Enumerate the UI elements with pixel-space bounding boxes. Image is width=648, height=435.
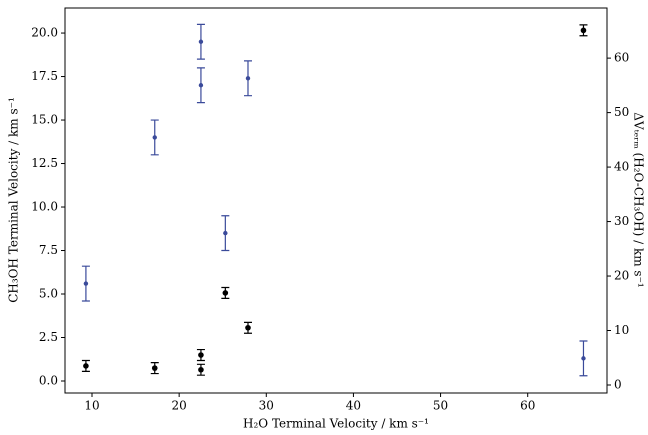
x-tick-label: 40 bbox=[346, 399, 361, 413]
y2-tick-label: 20 bbox=[614, 269, 629, 283]
data-point bbox=[198, 352, 204, 358]
x-tick-label: 30 bbox=[259, 399, 274, 413]
data-point bbox=[198, 366, 204, 373]
data-point bbox=[151, 365, 158, 371]
x-tick-label: 10 bbox=[84, 399, 99, 413]
data-point bbox=[222, 290, 229, 296]
data-point bbox=[245, 76, 251, 81]
data-point bbox=[152, 135, 157, 140]
x-tick-label: 20 bbox=[172, 399, 187, 413]
y-axis-label: CH₃OH Terminal Velocity / km s⁻¹ bbox=[7, 97, 21, 303]
y-tick-label: 17.5 bbox=[31, 69, 58, 83]
y-tick-label: 2.5 bbox=[39, 330, 58, 344]
x-axis-label: H₂O Terminal Velocity / km s⁻¹ bbox=[243, 417, 429, 431]
y-tick-label: 15.0 bbox=[31, 113, 58, 127]
data-point bbox=[198, 83, 204, 88]
plot-frame bbox=[64, 7, 608, 394]
y-tick-label: 10.0 bbox=[31, 200, 58, 214]
y2-tick-label: 0 bbox=[614, 377, 622, 391]
x-tick-label: 50 bbox=[433, 399, 448, 413]
data-point bbox=[223, 230, 228, 236]
y2-tick-label: 50 bbox=[614, 105, 629, 119]
y-tick-label: 20.0 bbox=[31, 26, 58, 40]
y-tick-label: 7.5 bbox=[39, 243, 58, 257]
y2-tick-label: 60 bbox=[614, 51, 629, 65]
y2-tick-label: 30 bbox=[614, 214, 629, 228]
data-point bbox=[83, 281, 89, 286]
data-point bbox=[83, 363, 89, 369]
y2-tick-label: 40 bbox=[614, 160, 629, 174]
y-tick-label: 5.0 bbox=[39, 287, 58, 301]
data-point bbox=[580, 27, 587, 34]
data-point bbox=[198, 39, 204, 44]
y-tick-label: 0.0 bbox=[39, 373, 58, 387]
data-point bbox=[245, 324, 251, 331]
x-tick-label: 60 bbox=[520, 399, 535, 413]
y2-axis-label: ΔVₜₑᵣₘ (H₂O-CH₃OH) / km s⁻¹ bbox=[632, 112, 646, 287]
y2-tick-label: 10 bbox=[614, 323, 629, 337]
y-tick-label: 12.5 bbox=[31, 156, 58, 170]
data-point bbox=[581, 356, 586, 361]
